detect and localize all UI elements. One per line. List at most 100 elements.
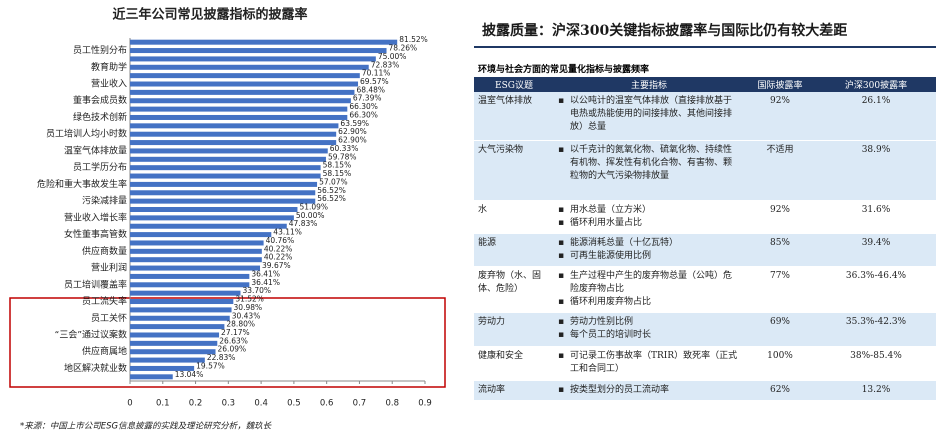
- indicator: 以千克计的氮氧化物、硫氧化物、持续性有机物、挥发性有机化合物、有害物、颗粒物的大…: [558, 144, 740, 183]
- category-label: 员工流失率: [82, 295, 127, 307]
- value-label: 22.83%: [207, 353, 236, 362]
- value-label: 72.83%: [371, 60, 400, 69]
- indicator-cell: 劳动力性别比例每个员工的培训时长: [554, 312, 744, 347]
- csi300-rate: 38.9%: [816, 140, 936, 201]
- category-label: 营业利润: [91, 262, 127, 274]
- csi300-rate: 35.3%-42.3%: [816, 312, 936, 347]
- x-tick-label: 0.9: [418, 399, 432, 409]
- value-label: 26.09%: [218, 345, 247, 354]
- highlight-box: [9, 297, 446, 388]
- value-label: 33.70%: [242, 286, 271, 295]
- indicator-list: 能源消耗总量（十亿瓦特）可再生能源使用比例: [558, 237, 740, 263]
- value-label: 36.41%: [251, 269, 280, 278]
- x-tick-label: 0.6: [320, 399, 334, 409]
- indicator: 可记录工伤事故率（TRIR）致死率（正式工和合同工）: [558, 350, 740, 376]
- intl-rate: 77%: [744, 266, 816, 313]
- indicator: 可再生能源使用比例: [558, 250, 740, 263]
- value-label: 28.80%: [226, 320, 255, 329]
- bar: [130, 232, 272, 238]
- indicator-list: 按类型划分的员工流动率: [558, 384, 740, 397]
- bar: [130, 215, 294, 221]
- indicator-list: 以千克计的氮氧化物、硫氧化物、持续性有机物、挥发性有机化合物、有害物、颗粒物的大…: [558, 144, 740, 183]
- bar: [130, 324, 225, 330]
- value-label: 30.98%: [234, 303, 263, 312]
- bar: [130, 56, 376, 62]
- indicator: 按类型划分的员工流动率: [558, 384, 740, 397]
- intl-rate: 100%: [744, 346, 816, 381]
- topic-cell: 能源: [474, 233, 554, 267]
- header-row: ESG议题 主要指标 国际披露率 沪深300披露率: [474, 77, 936, 92]
- csi300-rate: 39.4%: [816, 233, 936, 267]
- value-label: 58.15%: [323, 169, 352, 178]
- indicator: 生产过程中产生的废弃物总量（公吨）危险废弃物占比: [558, 270, 740, 296]
- x-tick-label: 0.1: [156, 399, 170, 409]
- intl-rate: 92%: [744, 200, 816, 234]
- category-label: 供应商属地: [82, 345, 127, 357]
- csi300-rate: 36.3%-46.4%: [816, 266, 936, 313]
- value-label: 13.04%: [175, 370, 204, 379]
- table-row: 健康和安全可记录工伤事故率（TRIR）致死率（正式工和合同工）100%38%-8…: [474, 346, 936, 381]
- bar: [130, 48, 387, 54]
- table-title: 披露质量：沪深300关键指标披露率与国际比仍有较大差距: [474, 18, 936, 48]
- bar: [130, 131, 337, 137]
- category-label: 营业收入增长率: [64, 211, 127, 223]
- indicator: 用水总量（立方米）: [558, 204, 740, 217]
- intl-rate: 不适用: [744, 140, 816, 201]
- category-label: 员工学历分布: [73, 161, 127, 173]
- category-label: 员工性别分布: [73, 44, 127, 56]
- value-label: 51.09%: [299, 203, 328, 212]
- value-label: 40.22%: [264, 244, 293, 253]
- x-tick-label: 0.7: [353, 399, 367, 409]
- x-tick-label: 0.8: [385, 399, 399, 409]
- value-label: 70.11%: [362, 69, 391, 78]
- csi300-rate: 31.6%: [816, 200, 936, 234]
- bar: [130, 299, 234, 305]
- header-cell: 国际披露率: [744, 77, 816, 92]
- topic-cell: 温室气体排放: [474, 92, 554, 141]
- topic-cell: 废弃物（水、固体、危险）: [474, 266, 554, 313]
- value-label: 47.83%: [289, 219, 318, 228]
- value-label: 59.78%: [328, 152, 357, 161]
- header-cell: ESG议题: [474, 77, 554, 92]
- bar: [130, 98, 351, 104]
- category-label: 教育助学: [91, 61, 127, 73]
- topic-cell: 水: [474, 200, 554, 234]
- topic-cell: 流动率: [474, 380, 554, 401]
- bar: [130, 357, 205, 363]
- bar: [130, 148, 328, 154]
- bar: [130, 190, 316, 196]
- bar: [130, 265, 261, 271]
- indicator-list: 用水总量（立方米）循环利用水量占比: [558, 204, 740, 230]
- table-row: 劳动力劳动力性别比例每个员工的培训时长69%35.3%-42.3%: [474, 312, 936, 347]
- table-row: 废弃物（水、固体、危险）生产过程中产生的废弃物总量（公吨）危险废弃物占比循环利用…: [474, 266, 936, 313]
- source-note: *来源：中国上市公司ESG信息披露的实践及理论研究分析，魏玖长: [20, 421, 272, 432]
- value-label: 62.90%: [338, 127, 367, 136]
- topic-cell: 大气污染物: [474, 140, 554, 201]
- value-label: 67.39%: [353, 94, 382, 103]
- bar: [130, 198, 316, 204]
- category-label: 员工培训覆盖率: [64, 278, 127, 290]
- value-label: 27.17%: [221, 328, 250, 337]
- bar: [130, 223, 287, 229]
- bar: [130, 39, 398, 45]
- indicator-list: 生产过程中产生的废弃物总量（公吨）危险废弃物占比循环利用废弃物占比: [558, 270, 740, 309]
- bar: [130, 257, 262, 263]
- csi300-rate: 26.1%: [816, 92, 936, 141]
- intl-rate: 85%: [744, 233, 816, 267]
- indicator-cell: 按类型划分的员工流动率: [554, 380, 744, 401]
- indicator: 以公吨计的温室气体排放（直接排放基于电热或热能使用的间接排放、其他间接排放）总量: [558, 95, 740, 134]
- bar: [130, 123, 339, 129]
- value-label: 19.57%: [196, 361, 225, 370]
- indicator-list: 劳动力性别比例每个员工的培训时长: [558, 316, 740, 342]
- bar: [130, 64, 369, 70]
- bar: [130, 282, 250, 288]
- value-label: 31.52%: [235, 295, 264, 304]
- table-row: 流动率按类型划分的员工流动率 62%13.2%: [474, 380, 936, 401]
- bar: [130, 273, 250, 279]
- bar: [130, 81, 359, 87]
- indicator-list: 以公吨计的温室气体排放（直接排放基于电热或热能使用的间接排放、其他间接排放）总量: [558, 95, 740, 134]
- value-label: 40.76%: [266, 236, 295, 245]
